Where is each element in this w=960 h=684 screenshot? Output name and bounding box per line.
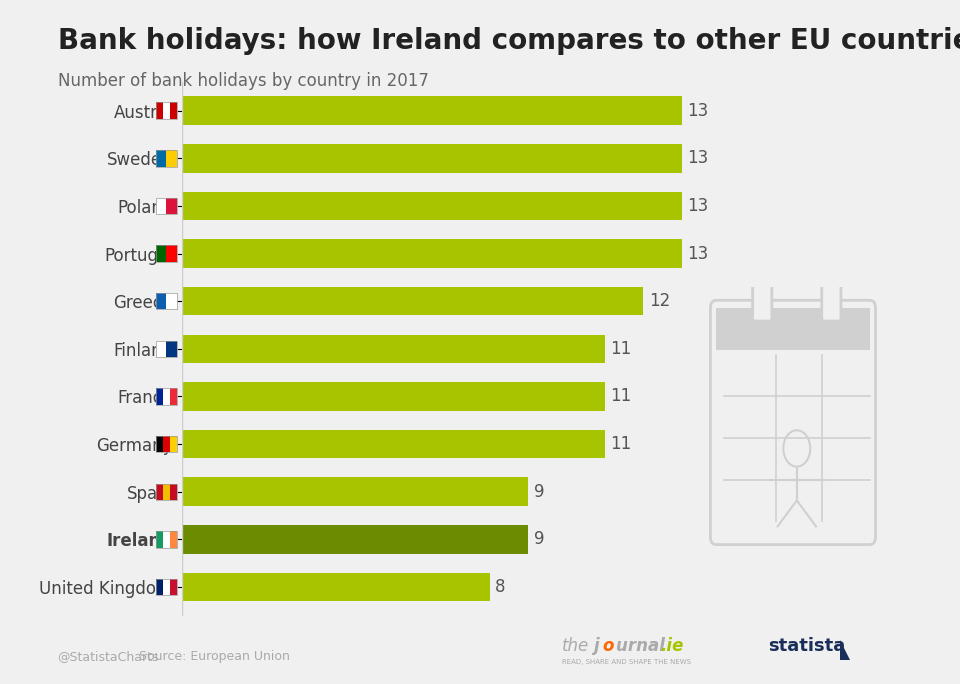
- Bar: [182, 382, 605, 411]
- Text: 13: 13: [687, 197, 708, 215]
- Text: READ, SHARE AND SHAPE THE NEWS: READ, SHARE AND SHAPE THE NEWS: [562, 659, 690, 665]
- Text: 9: 9: [534, 483, 544, 501]
- Text: 9: 9: [534, 530, 544, 549]
- Text: 11: 11: [611, 435, 632, 453]
- Text: j: j: [593, 637, 599, 655]
- Text: .ie: .ie: [660, 637, 684, 655]
- Text: Source: European Union: Source: European Union: [139, 650, 290, 663]
- Text: @StatistaCharts: @StatistaCharts: [58, 650, 159, 663]
- Text: 13: 13: [687, 245, 708, 263]
- Bar: [182, 144, 682, 172]
- Bar: [182, 192, 682, 220]
- Text: Number of bank holidays by country in 2017: Number of bank holidays by country in 20…: [58, 72, 428, 90]
- Text: urnal: urnal: [616, 637, 665, 655]
- FancyBboxPatch shape: [822, 285, 841, 321]
- Text: 13: 13: [687, 102, 708, 120]
- Bar: [182, 477, 528, 506]
- Bar: [182, 525, 528, 553]
- Text: statista: statista: [768, 637, 845, 655]
- Text: the: the: [562, 637, 588, 655]
- Bar: [182, 334, 605, 363]
- Bar: [182, 430, 605, 458]
- Bar: [182, 239, 682, 268]
- Text: o: o: [603, 637, 614, 655]
- Bar: [182, 287, 643, 315]
- FancyBboxPatch shape: [753, 285, 772, 321]
- Text: Bank holidays: how Ireland compares to other EU countries: Bank holidays: how Ireland compares to o…: [58, 27, 960, 55]
- Text: 12: 12: [649, 292, 670, 311]
- Text: 8: 8: [495, 578, 506, 596]
- Bar: [716, 308, 870, 350]
- Bar: [182, 96, 682, 125]
- Text: 11: 11: [611, 340, 632, 358]
- Text: 13: 13: [687, 149, 708, 168]
- Text: 11: 11: [611, 387, 632, 406]
- Bar: [182, 573, 490, 601]
